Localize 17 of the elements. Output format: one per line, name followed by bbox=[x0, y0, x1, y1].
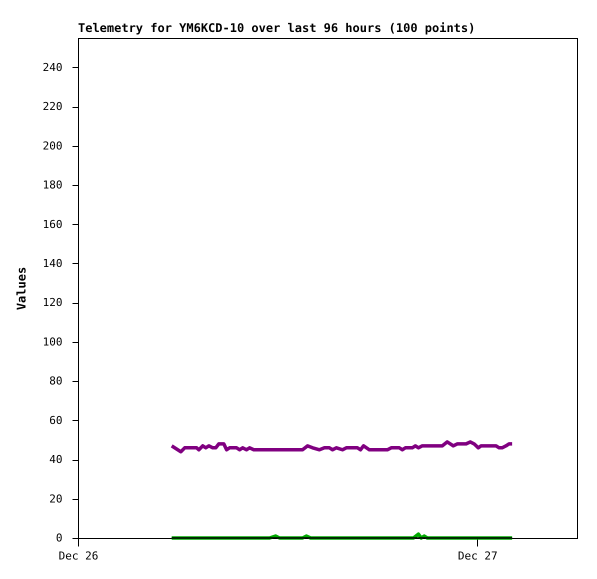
y-tick-label: 160 bbox=[42, 218, 62, 231]
y-tick-label: 40 bbox=[49, 453, 62, 466]
y-tick-label: 0 bbox=[56, 532, 62, 544]
y-tick-label: 60 bbox=[49, 414, 62, 427]
y-tick-label: 220 bbox=[42, 100, 62, 114]
x-tick-label: Dec 26 bbox=[58, 550, 98, 562]
y-tick-label: 180 bbox=[42, 178, 62, 192]
y-tick-label: 200 bbox=[42, 139, 62, 152]
y-tick-label: 100 bbox=[42, 335, 62, 348]
x-tick-label: Dec 27 bbox=[458, 550, 498, 562]
y-tick-label: 240 bbox=[42, 60, 62, 74]
y-tick-label: 140 bbox=[42, 256, 62, 270]
y-tick-label: 20 bbox=[49, 492, 62, 506]
y-axis-title: Values bbox=[14, 266, 29, 310]
y-tick-label: 120 bbox=[42, 296, 62, 310]
chart-title: Telemetry for YM6KCD-10 over last 96 hours (100 points) bbox=[78, 21, 476, 35]
y-tick-label: 80 bbox=[49, 374, 62, 388]
